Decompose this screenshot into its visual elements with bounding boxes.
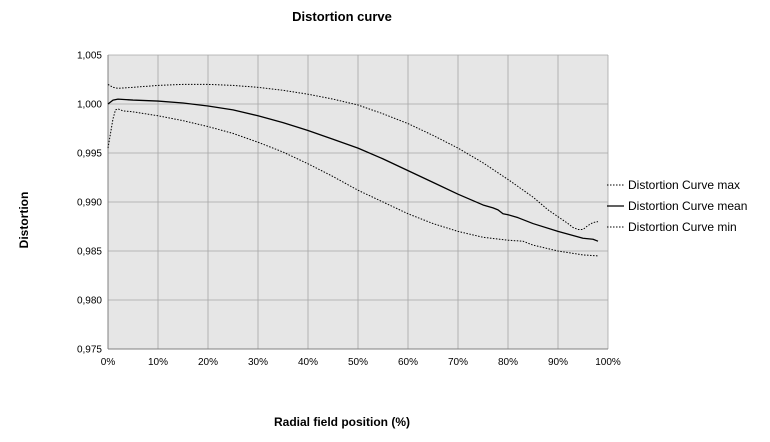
series-line-3 xyxy=(107,108,599,257)
x-tick-label: 30% xyxy=(248,357,268,368)
x-tick-label: 70% xyxy=(448,357,468,368)
chart-title: Distortion curve xyxy=(292,9,392,24)
legend-label-2: Distortion Curve mean xyxy=(628,199,747,213)
y-tick-label: 0,975 xyxy=(77,345,102,356)
x-tick-label: 20% xyxy=(198,357,218,368)
y-tick-label: 1,000 xyxy=(77,100,102,111)
x-tick-label: 10% xyxy=(148,357,168,368)
legend: Distortion Curve max Distortion Curve mea… xyxy=(607,178,747,234)
series-line-1 xyxy=(107,83,599,230)
y-tick-label: 1,005 xyxy=(77,51,102,62)
ticks: 0% 10% 20% 30% 40% 50% 60% 70% 80% 90% 100% 0,975 0,… xyxy=(77,51,621,369)
y-tick-label: 0,980 xyxy=(77,296,102,307)
x-tick-label: 50% xyxy=(348,357,368,368)
x-tick-label: 60% xyxy=(398,357,418,368)
y-tick-label: 0,990 xyxy=(77,198,102,209)
y-tick-label: 0,995 xyxy=(77,149,102,160)
series-line-2 xyxy=(107,98,599,242)
x-tick-label: 80% xyxy=(498,357,518,368)
x-tick-label: 40% xyxy=(298,357,318,368)
y-axis-label: Distortion xyxy=(17,192,31,249)
x-tick-label: 0% xyxy=(101,357,116,368)
legend-label-1: Distortion Curve max xyxy=(628,178,740,192)
y-tick-label: 0,985 xyxy=(77,247,102,258)
grid xyxy=(107,54,609,350)
x-tick-label: 100% xyxy=(595,357,621,368)
legend-label-3: Distortion Curve min xyxy=(628,220,737,234)
x-axis-label: Radial field position (%) xyxy=(274,415,410,429)
x-tick-label: 90% xyxy=(548,357,568,368)
series-layer xyxy=(107,83,599,257)
